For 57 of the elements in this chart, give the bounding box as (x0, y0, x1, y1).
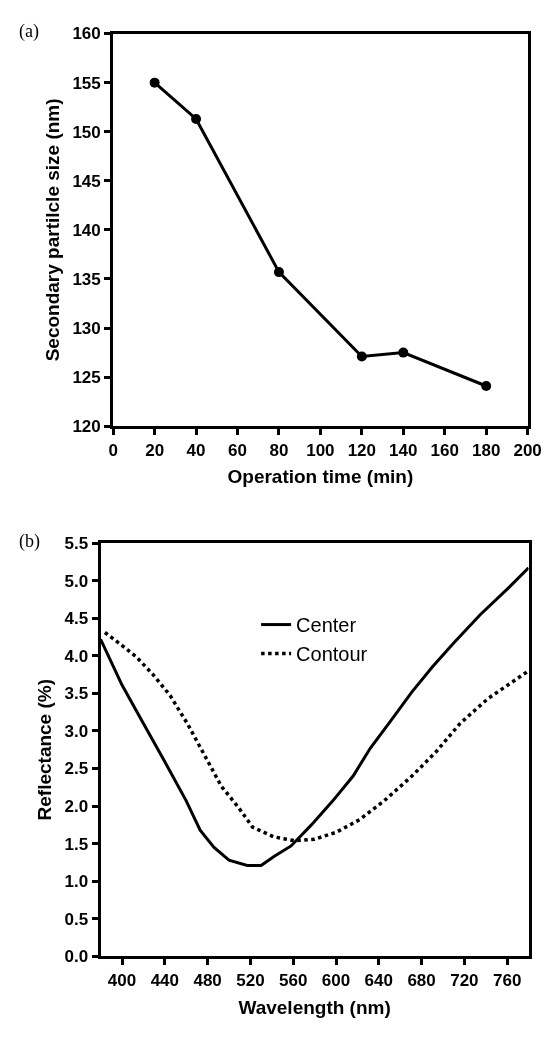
y-tick-label: 5.0 (64, 571, 89, 591)
y-tick-label: 4.5 (64, 609, 89, 629)
y-tick-label: 120 (72, 417, 101, 437)
text: (a) (19, 21, 39, 42)
y-tick-label: 1.0 (64, 872, 89, 892)
y-axis-title: Reflectance (%) (34, 678, 56, 821)
x-tick-label: 760 (493, 970, 522, 990)
y-tick-label: 145 (72, 171, 101, 191)
x-tick-label: 120 (347, 440, 377, 460)
line-series (100, 566, 529, 867)
x-tick-label: 160 (430, 440, 459, 460)
y-tick-label: 3.5 (64, 684, 89, 704)
x-tick-label: 80 (269, 440, 289, 460)
x-tick-label: 0 (108, 440, 118, 460)
x-tick-label: 140 (389, 440, 418, 460)
x-tick-label: 20 (145, 440, 165, 460)
x-tick-label: 440 (150, 970, 180, 990)
x-tick-label: 200 (513, 440, 542, 460)
y-axis-title: Secondary partilcle size (nm) (42, 98, 64, 362)
x-tick-label: 180 (471, 440, 501, 460)
legend-label: Contour (296, 643, 368, 666)
y-tick-label: 135 (72, 269, 101, 289)
x-tick-label: 40 (186, 440, 206, 460)
x-tick-label: 400 (107, 970, 137, 990)
x-tick-label: 640 (364, 970, 393, 990)
y-tick-label: 2.5 (64, 759, 89, 779)
y-tick-label: 150 (72, 122, 101, 142)
point (398, 347, 409, 358)
y-tick-label: 3.0 (64, 721, 89, 741)
point (481, 380, 492, 391)
y-tick-label: 2.0 (64, 797, 89, 817)
point (356, 351, 367, 362)
point (149, 77, 160, 88)
y-tick-label: 140 (72, 220, 101, 240)
x-tick-label: 680 (407, 970, 436, 990)
x-tick-label: 520 (236, 970, 265, 990)
y-tick-label: 5.5 (64, 534, 89, 554)
point (273, 267, 284, 278)
x-axis-title: Wavelength (nm) (238, 996, 391, 1018)
y-tick-label: 1.5 (64, 834, 89, 854)
y-tick-label: 130 (72, 319, 101, 339)
x-tick-label: 60 (228, 440, 247, 460)
legend-label: Center (296, 614, 357, 637)
x-axis-title: Operation time (min) (227, 466, 414, 488)
x-tick-label: 560 (279, 970, 308, 990)
y-tick-label: 155 (72, 73, 101, 93)
x-tick-label: 720 (450, 970, 479, 990)
point (191, 113, 202, 124)
y-tick-label: 0.0 (64, 947, 89, 967)
x-tick-label: 600 (321, 970, 351, 990)
y-tick-label: 160 (72, 24, 101, 44)
y-tick-label: 0.5 (64, 909, 89, 929)
y-tick-label: 4.0 (64, 646, 89, 666)
x-tick-label: 100 (306, 440, 335, 460)
y-tick-label: 125 (72, 368, 101, 388)
text: (b) (19, 531, 40, 552)
x-tick-label: 480 (193, 970, 222, 990)
